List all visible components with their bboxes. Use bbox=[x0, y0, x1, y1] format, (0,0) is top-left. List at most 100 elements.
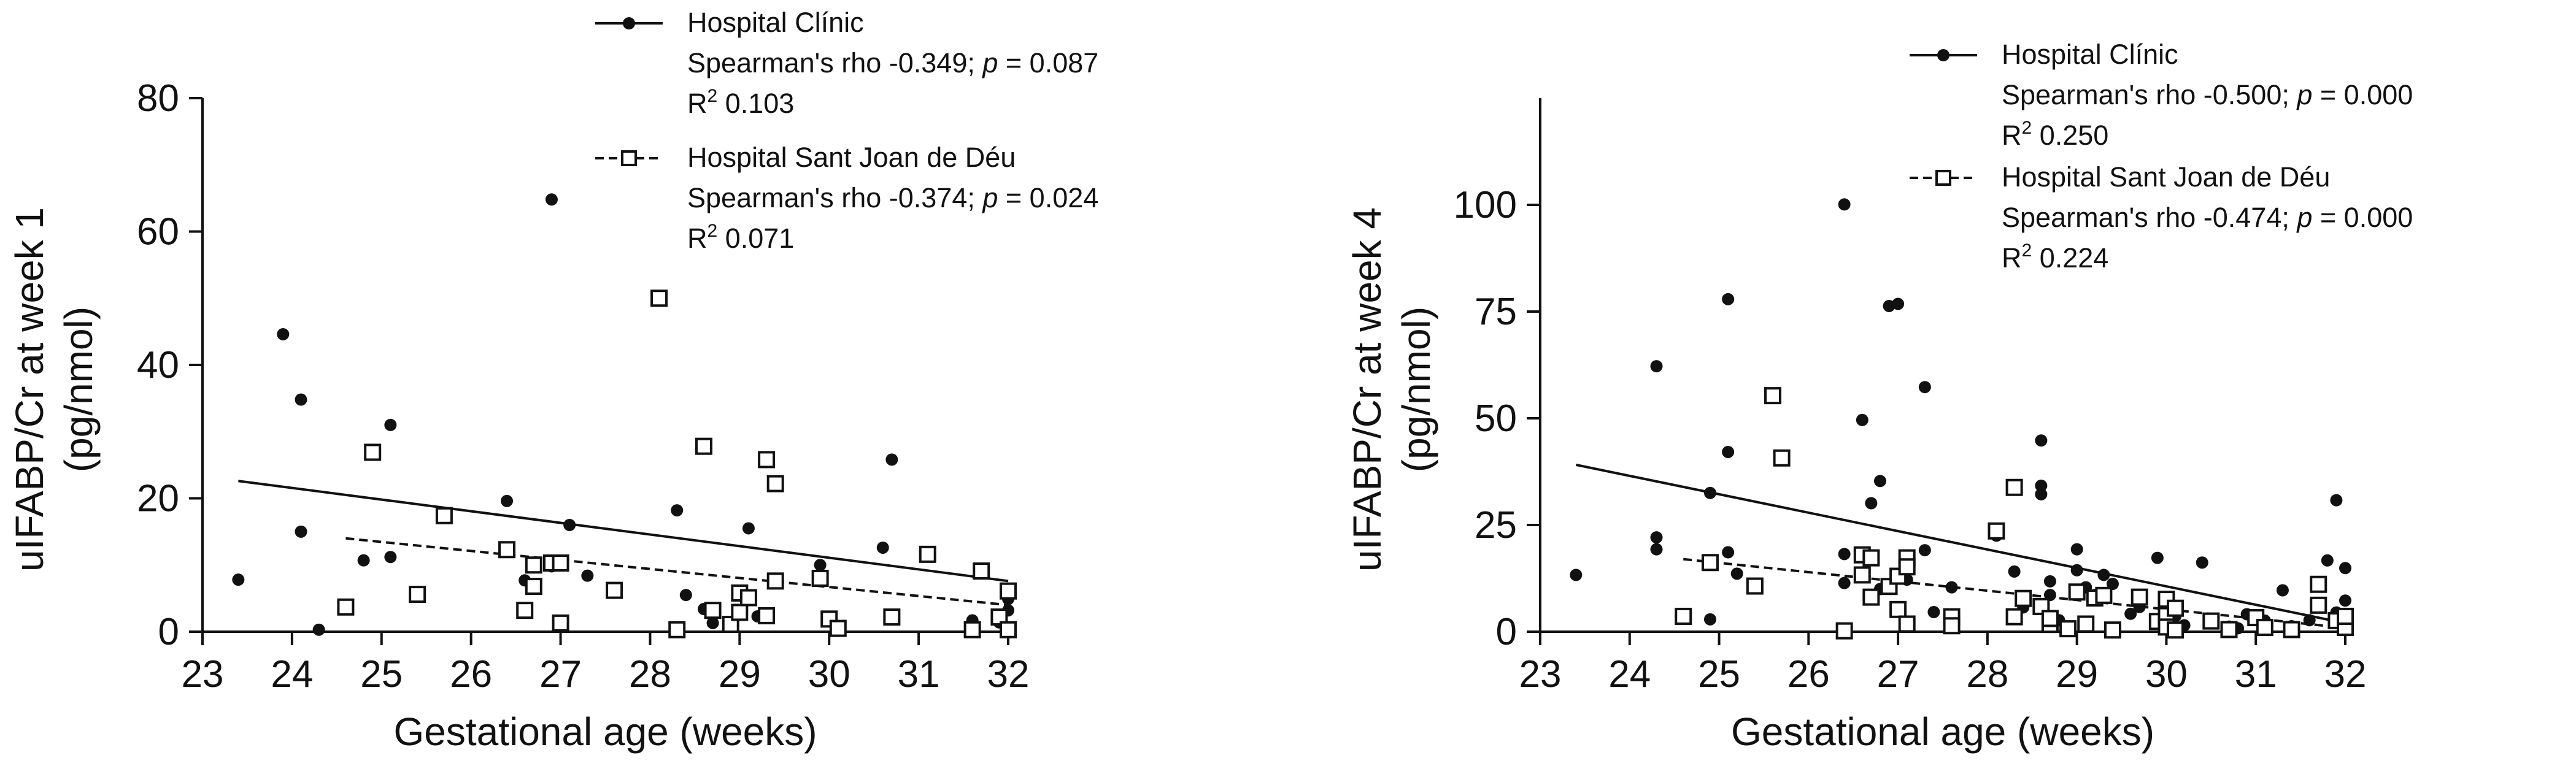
data-point bbox=[409, 586, 426, 603]
data-point bbox=[1862, 588, 1880, 606]
data-point bbox=[1000, 621, 1017, 638]
x-tick-label: 31 bbox=[898, 653, 940, 695]
data-point bbox=[2035, 488, 2048, 500]
data-point bbox=[2097, 569, 2110, 581]
data-point bbox=[545, 193, 558, 206]
legend-series-name: Hospital Sant Joan de Déu bbox=[687, 142, 1016, 173]
data-point bbox=[498, 541, 516, 559]
data-point bbox=[706, 616, 719, 629]
data-point bbox=[650, 289, 668, 307]
data-point bbox=[2167, 621, 2185, 639]
data-point bbox=[2070, 564, 2083, 577]
x-tick-label: 23 bbox=[1519, 653, 1562, 695]
data-point bbox=[501, 494, 514, 507]
data-point bbox=[1650, 531, 1663, 544]
x-tick-label: 25 bbox=[1698, 653, 1740, 695]
data-point bbox=[919, 545, 936, 563]
legend-r-squared: R2 0.103 bbox=[687, 86, 794, 119]
data-point bbox=[2321, 554, 2334, 567]
series-hospital-sant-joan-de-deu bbox=[1675, 387, 2354, 640]
x-tick-label: 28 bbox=[1966, 653, 2008, 695]
y-tick-label: 40 bbox=[137, 344, 179, 386]
spearman-rho-text: Spearman's rho -0.500; bbox=[2002, 79, 2297, 110]
data-point bbox=[1862, 549, 1880, 567]
data-point bbox=[1988, 522, 2005, 540]
data-point bbox=[811, 570, 829, 587]
p-symbol: p bbox=[981, 182, 998, 213]
data-point bbox=[1838, 198, 1851, 211]
data-point bbox=[2151, 551, 2164, 564]
data-point bbox=[1873, 475, 1886, 488]
p-symbol: p bbox=[2296, 202, 2312, 233]
data-point bbox=[731, 603, 749, 621]
data-point bbox=[883, 608, 901, 626]
data-point bbox=[742, 522, 755, 535]
spearman-rho-text: Spearman's rho -0.349; bbox=[687, 47, 982, 79]
chart-panel-week-4: 23 24 25 26 27 28 29 30 31 32 0 25 50 75 100 Gestationa… bbox=[1345, 39, 2413, 754]
x-tick-label: 28 bbox=[629, 653, 671, 695]
legend-spearman-stat: Spearman's rho -0.500; p = 0.000 bbox=[2002, 79, 2413, 110]
data-point bbox=[384, 551, 397, 564]
regression-line bbox=[1575, 463, 2346, 625]
data-point bbox=[1838, 577, 1851, 589]
legend-entry: Hospital Clínic Spearman's rho -0.500; p … bbox=[1910, 39, 2413, 151]
data-point bbox=[525, 578, 542, 596]
r-symbol: R bbox=[687, 88, 708, 119]
data-point bbox=[668, 621, 686, 638]
data-point bbox=[814, 559, 827, 572]
data-point bbox=[2310, 596, 2327, 614]
series-hospital-clinic bbox=[232, 193, 1014, 636]
legend-r-squared: R2 0.071 bbox=[687, 221, 794, 254]
legend-marker bbox=[1937, 49, 1949, 61]
y-tick-label: 50 bbox=[1475, 397, 1517, 440]
x-tick-label: 32 bbox=[987, 653, 1030, 695]
data-point bbox=[2043, 575, 2056, 588]
x-tick-label: 25 bbox=[360, 653, 403, 695]
data-point bbox=[1650, 543, 1663, 556]
data-point bbox=[885, 453, 898, 466]
r-squared-value: 0.224 bbox=[2032, 242, 2108, 274]
data-point bbox=[766, 475, 784, 492]
x-tick-label: 31 bbox=[2235, 653, 2277, 695]
data-point bbox=[364, 443, 382, 461]
regression-line bbox=[238, 480, 1009, 583]
legend-marker bbox=[621, 150, 637, 166]
data-point bbox=[2339, 594, 2351, 607]
x-tick-label: 23 bbox=[182, 653, 224, 695]
data-point bbox=[295, 393, 307, 406]
data-point bbox=[1865, 497, 1878, 510]
data-point bbox=[2330, 494, 2343, 507]
p-value: = 0.087 bbox=[998, 47, 1098, 79]
legend-series-name: Hospital Sant Joan de Déu bbox=[2002, 161, 2330, 193]
x-tick-label: 24 bbox=[1608, 653, 1651, 695]
y-tick-label: 0 bbox=[158, 611, 179, 653]
data-point bbox=[758, 607, 776, 624]
x-tick-label: 26 bbox=[450, 653, 492, 695]
data-point bbox=[2005, 478, 2023, 496]
r-symbol: R bbox=[2002, 242, 2022, 274]
regression-line bbox=[345, 537, 1009, 607]
data-point bbox=[1945, 581, 1958, 594]
data-point bbox=[552, 614, 569, 632]
legend-r-squared: R2 0.224 bbox=[2002, 240, 2108, 274]
r-symbol: R bbox=[2002, 120, 2022, 151]
data-point bbox=[2124, 607, 2137, 620]
data-point bbox=[1722, 546, 1735, 559]
legend-spearman-stat: Spearman's rho -0.349; p = 0.087 bbox=[687, 47, 1098, 79]
legend-entry: Hospital Clínic Spearman's rho -0.349; p … bbox=[595, 7, 1098, 119]
data-point bbox=[552, 554, 569, 572]
series-hospital-clinic bbox=[1570, 198, 2351, 635]
y-tick-label: 75 bbox=[1475, 291, 1517, 333]
data-point bbox=[2035, 479, 2048, 492]
data-point bbox=[2059, 620, 2077, 638]
data-point bbox=[1730, 567, 1743, 580]
y-tick-label: 80 bbox=[137, 77, 179, 120]
data-point bbox=[2008, 565, 2021, 578]
data-point bbox=[1570, 569, 1583, 581]
data-point bbox=[2310, 575, 2327, 593]
data-point bbox=[829, 619, 847, 637]
legend-series-name: Hospital Clínic bbox=[687, 7, 864, 38]
p-value: = 0.000 bbox=[2312, 79, 2413, 110]
data-point bbox=[766, 572, 784, 590]
data-point bbox=[704, 602, 722, 619]
